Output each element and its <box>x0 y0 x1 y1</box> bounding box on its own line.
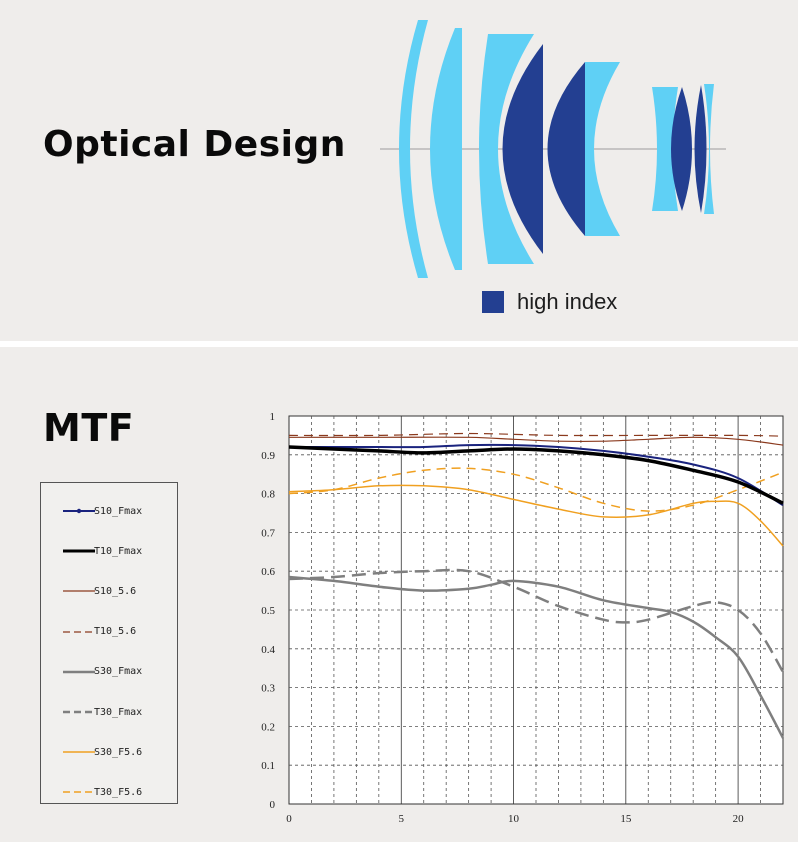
legend-item: T30_Fmax <box>61 704 142 720</box>
legend-item: T10_Fmax <box>61 543 142 559</box>
y-tick-label: 0.6 <box>261 566 275 578</box>
legend-item: S30_Fmax <box>61 664 142 680</box>
lens-element-7 <box>652 87 678 211</box>
mtf-title: MTF <box>43 406 135 450</box>
y-tick-label: 0.4 <box>261 644 275 656</box>
legend-item: T10_5.6 <box>61 624 136 640</box>
lens-element-1 <box>399 20 428 278</box>
x-tick-label: 15 <box>620 813 632 825</box>
legend-line-sample <box>63 508 95 514</box>
lens-element-9 <box>694 85 707 213</box>
y-tick-label: 0.5 <box>261 605 275 617</box>
legend-item: T30_F5.6 <box>61 784 142 800</box>
y-tick-label: 1 <box>270 411 276 423</box>
chart-legend: S10_Fmax T10_Fmax S10_5.6 T10_5.6 S30_Fmax T3… <box>40 482 178 804</box>
lens-element-10 <box>704 84 714 214</box>
legend-line-sample <box>63 751 95 753</box>
y-tick-label: 0.7 <box>261 527 275 539</box>
lens-element-5 <box>547 62 585 236</box>
legend-line-sample <box>63 670 95 674</box>
y-tick-label: 0 <box>270 799 276 811</box>
series-line-s30-fmax <box>288 575 785 739</box>
y-tick-label: 0.2 <box>261 721 275 733</box>
legend-label: T30_Fmax <box>94 706 143 718</box>
series-line-t30-fmax <box>288 568 785 673</box>
series-line-s10-fmax <box>289 443 784 507</box>
legend-label: S10_Fmax <box>94 505 143 517</box>
legend-label: T10_5.6 <box>94 626 137 638</box>
legend-label: S10_5.6 <box>94 585 137 597</box>
optical-design-title: Optical Design <box>43 124 346 165</box>
legend-line-sample <box>63 710 95 714</box>
lens-element-3 <box>479 34 534 264</box>
lens-element-6 <box>585 62 620 236</box>
lens-diagram <box>380 20 726 278</box>
lens-element-8 <box>671 87 692 211</box>
optical-design-panel: Optical Design high index <box>0 0 798 341</box>
mtf-chart: 00.10.20.30.40.50.60.70.80.910 5 10 15 20 <box>261 411 785 825</box>
y-tick-label: 0.9 <box>261 450 275 462</box>
series-line-t10-fmax <box>288 445 784 505</box>
high-index-label: high index <box>517 289 618 314</box>
x-tick-label: 0 <box>286 813 292 825</box>
legend-label: T30_F5.6 <box>94 786 143 798</box>
lens-element-2 <box>430 28 462 270</box>
legend-line-sample <box>63 791 95 794</box>
legend-item: S30_F5.6 <box>61 744 142 760</box>
series-line-s30-f5-6 <box>288 484 784 547</box>
high-index-legend: high index <box>482 289 617 315</box>
high-index-swatch <box>482 291 504 313</box>
lens-element-4 <box>502 44 543 254</box>
x-tick-label: 20 <box>733 813 745 825</box>
x-tick-label: 5 <box>399 813 405 825</box>
y-tick-label: 0.3 <box>261 683 275 695</box>
mtf-panel: MTF S10_Fmax T10_Fmax S10_5.6 T10_5.6 S30_Fm… <box>0 347 798 842</box>
legend-label: T10_Fmax <box>94 545 143 557</box>
legend-line-sample <box>63 549 95 553</box>
legend-line-sample <box>63 630 95 633</box>
series-line-s10-5-6 <box>288 436 784 446</box>
legend-item: S10_5.6 <box>61 583 136 599</box>
y-tick-label: 0.8 <box>261 489 275 501</box>
x-tick-label: 10 <box>508 813 520 825</box>
legend-item: S10_Fmax <box>61 503 142 519</box>
legend-label: S30_F5.6 <box>94 746 143 758</box>
legend-label: S30_Fmax <box>94 666 143 678</box>
y-tick-label: 0.1 <box>261 760 275 772</box>
legend-line-sample <box>63 590 95 592</box>
